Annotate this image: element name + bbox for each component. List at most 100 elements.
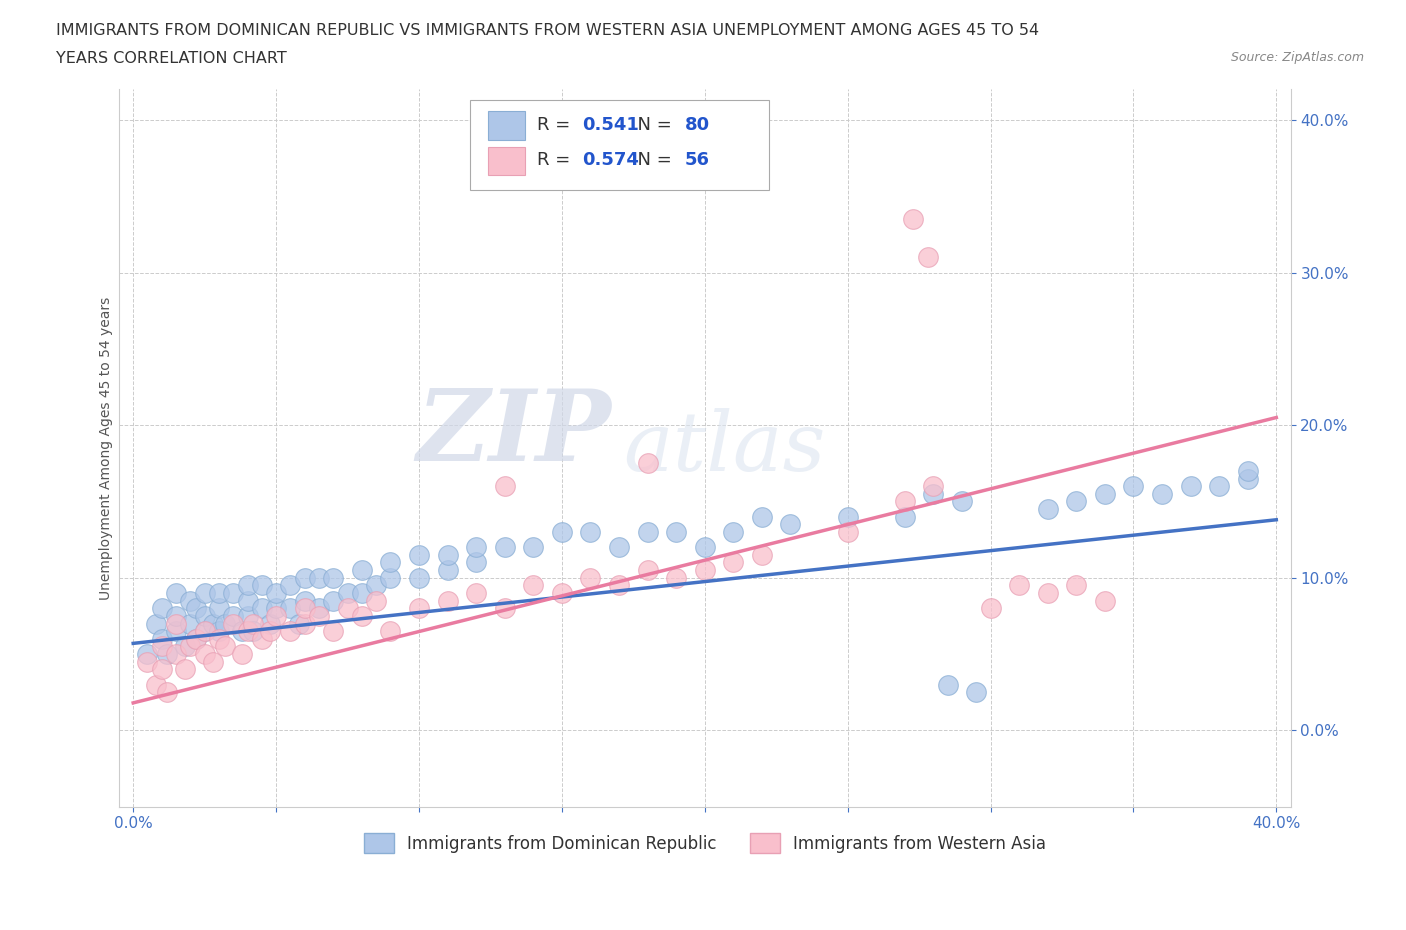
Point [1236, 463, 1258, 478]
Point [465, 586, 488, 601]
Point [1036, 501, 1059, 516]
Point [494, 539, 516, 554]
Point [579, 570, 602, 585]
Point [336, 601, 359, 616]
Point [294, 616, 316, 631]
Text: Source: ZipAtlas.com: Source: ZipAtlas.com [1230, 51, 1364, 64]
Point [236, 624, 259, 639]
Point [173, 639, 195, 654]
Point [723, 525, 745, 539]
Point [202, 654, 225, 669]
Point [194, 646, 217, 661]
Point [250, 578, 273, 592]
Point [693, 563, 716, 578]
Point [280, 578, 302, 592]
Point [242, 616, 264, 631]
Point [551, 586, 574, 601]
Point [156, 646, 179, 661]
FancyBboxPatch shape [488, 147, 526, 176]
Point [280, 601, 302, 616]
Point [522, 578, 544, 592]
Point [194, 586, 217, 601]
Point [322, 570, 344, 585]
Point [288, 616, 311, 631]
Point [1094, 593, 1116, 608]
Point [522, 539, 544, 554]
Point [236, 578, 259, 592]
Point [184, 631, 207, 646]
Point [145, 616, 167, 631]
Point [350, 563, 373, 578]
Point [366, 593, 388, 608]
Point [236, 593, 259, 608]
Point [179, 616, 201, 631]
Point [165, 624, 187, 639]
Point [380, 570, 402, 585]
Point [894, 510, 917, 525]
Point [294, 570, 316, 585]
Point [436, 548, 458, 563]
Point [250, 631, 273, 646]
Point [308, 608, 330, 623]
Point [150, 631, 173, 646]
Point [980, 601, 1002, 616]
Point [1064, 578, 1087, 592]
Point [366, 578, 388, 592]
Point [165, 586, 187, 601]
Point [837, 510, 859, 525]
Text: N =: N = [626, 115, 678, 134]
Point [145, 677, 167, 692]
Point [231, 646, 253, 661]
Point [222, 616, 245, 631]
Point [1036, 586, 1059, 601]
Point [922, 486, 945, 501]
Point [264, 601, 287, 616]
Point [165, 646, 187, 661]
Point [1064, 494, 1087, 509]
Point [259, 616, 281, 631]
Point [551, 525, 574, 539]
Point [150, 662, 173, 677]
Point [136, 654, 159, 669]
Point [922, 479, 945, 494]
Point [637, 456, 659, 471]
Point [264, 608, 287, 623]
Point [294, 593, 316, 608]
Point [165, 616, 187, 631]
Point [465, 539, 488, 554]
Point [751, 510, 773, 525]
Point [751, 548, 773, 563]
Point [184, 631, 207, 646]
Point [693, 539, 716, 554]
Point [322, 624, 344, 639]
Point [202, 616, 225, 631]
Point [917, 250, 939, 265]
Point [294, 601, 316, 616]
Point [214, 639, 236, 654]
Text: R =: R = [537, 152, 576, 169]
Point [350, 608, 373, 623]
Point [1122, 479, 1144, 494]
Point [723, 555, 745, 570]
Point [208, 624, 231, 639]
Point [665, 570, 688, 585]
Point [236, 608, 259, 623]
Point [194, 624, 217, 639]
Point [607, 539, 630, 554]
Point [179, 639, 201, 654]
Point [1094, 486, 1116, 501]
Point [1150, 486, 1173, 501]
Point [1236, 472, 1258, 486]
Point [936, 677, 959, 692]
Point [194, 624, 217, 639]
Point [150, 639, 173, 654]
Point [607, 578, 630, 592]
Point [950, 494, 973, 509]
Text: ZIP: ZIP [416, 385, 612, 482]
Point [194, 608, 217, 623]
Point [259, 624, 281, 639]
Point [837, 525, 859, 539]
Point [208, 586, 231, 601]
Point [173, 662, 195, 677]
Point [903, 212, 925, 227]
